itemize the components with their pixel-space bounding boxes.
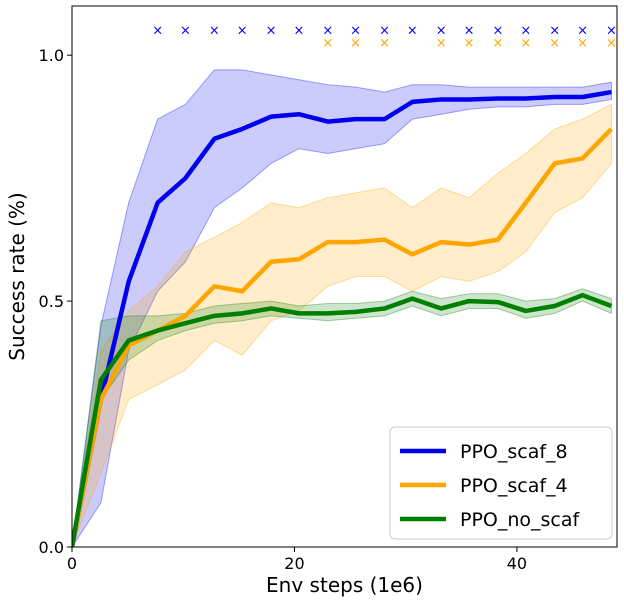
band-ppo-scaf-4 <box>72 103 612 547</box>
significance-marker-ppo-scaf-4: × <box>577 36 588 51</box>
x-axis-label: Env steps (1e6) <box>266 573 423 597</box>
significance-marker-ppo-scaf-8: × <box>350 24 361 39</box>
significance-marker-ppo-scaf-8: × <box>606 24 617 39</box>
significance-marker-ppo-scaf-8: × <box>293 24 304 39</box>
series-lines <box>72 89 614 547</box>
significance-marker-ppo-scaf-8: × <box>436 24 447 39</box>
significance-marker-ppo-scaf-8: × <box>180 24 191 39</box>
significance-marker-ppo-scaf-8: × <box>209 24 220 39</box>
legend-label-ppo-no-scaf: PPO_no_scaf <box>460 509 581 531</box>
significance-marker-ppo-scaf-8: × <box>407 24 418 39</box>
x-tick-label: 20 <box>284 554 304 573</box>
legend-label-ppo-scaf-8: PPO_scaf_8 <box>460 441 568 463</box>
legend-box <box>389 426 613 540</box>
y-axis-label: Success rate (%) <box>5 192 29 360</box>
significance-marker-ppo-scaf-4: × <box>350 36 361 51</box>
significance-marker-ppo-scaf-4: × <box>606 36 617 51</box>
significance-marker-ppo-scaf-8: × <box>520 24 531 39</box>
significance-marker-ppo-scaf-4: × <box>549 36 560 51</box>
x-tick-label: 0 <box>67 554 77 573</box>
significance-marker-ppo-scaf-8: × <box>577 24 588 39</box>
band-ppo-scaf-8 <box>72 69 612 547</box>
significance-marker-ppo-scaf-8: × <box>152 24 163 39</box>
significance-marker-ppo-scaf-4: × <box>464 36 475 51</box>
significance-marker-ppo-scaf-8: × <box>266 24 277 39</box>
legend-label-ppo-scaf-4: PPO_scaf_4 <box>460 475 568 497</box>
line-ppo-no-scaf <box>72 292 613 547</box>
y-tick-label: 0.5 <box>39 292 64 311</box>
significance-markers: × × × × × × × × × × × × × × × × ×× × × × × × × × × × <box>152 24 617 51</box>
significance-marker-ppo-scaf-8: × <box>322 24 333 39</box>
significance-marker-ppo-scaf-4: × <box>322 36 333 51</box>
significance-marker-ppo-scaf-8: × <box>549 24 560 39</box>
plot-area-frame <box>71 5 618 548</box>
significance-marker-ppo-scaf-4: × <box>379 36 390 51</box>
y-axis-ticks: 0.0 0.5 1.0 <box>39 46 72 557</box>
significance-marker-ppo-scaf-8: × <box>379 24 390 39</box>
significance-marker-ppo-scaf-4: × <box>520 36 531 51</box>
significance-marker-ppo-scaf-8: × <box>464 24 475 39</box>
significance-marker-ppo-scaf-8: × <box>237 24 248 39</box>
x-axis-ticks: 0 20 40 <box>67 547 527 573</box>
significance-marker-ppo-scaf-4: × <box>493 36 504 51</box>
significance-marker-ppo-scaf-4: × <box>436 36 447 51</box>
y-tick-label: 1.0 <box>39 46 64 65</box>
x-tick-label: 40 <box>507 554 527 573</box>
y-tick-label: 0.0 <box>39 538 64 557</box>
significance-marker-ppo-scaf-8: × <box>493 24 504 39</box>
line-ppo-scaf-8 <box>72 89 612 547</box>
legend: PPO_scaf_8 PPO_scaf_4 PPO_no_scaf <box>389 426 613 540</box>
